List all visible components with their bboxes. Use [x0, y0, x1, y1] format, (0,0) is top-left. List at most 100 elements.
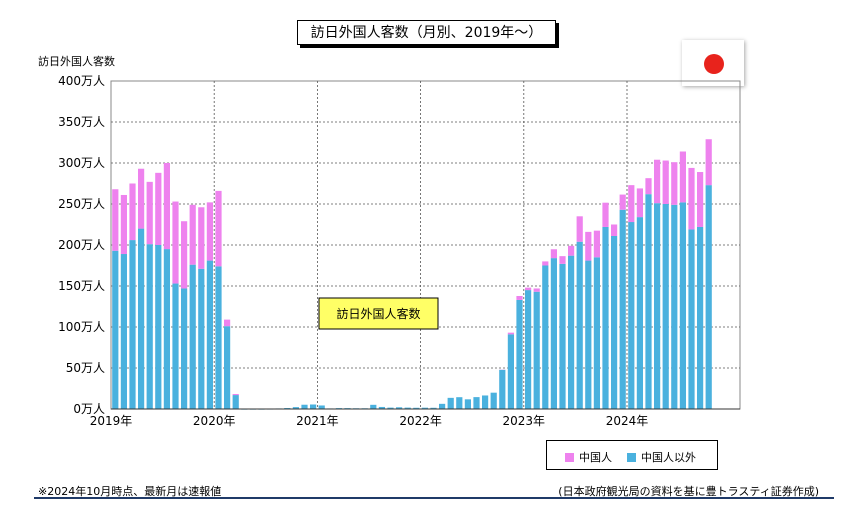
bar-china	[585, 231, 592, 261]
bar-china	[593, 230, 600, 258]
bar-other	[404, 407, 411, 409]
bar-other	[181, 288, 188, 409]
bar-china	[542, 261, 549, 266]
bar-other	[688, 229, 695, 409]
bar-other	[370, 404, 377, 409]
bar-other	[413, 407, 420, 409]
bar-other	[611, 235, 618, 409]
bar-china	[602, 202, 609, 227]
bar-china	[568, 245, 575, 256]
x-tick-label: 2021年	[296, 414, 339, 428]
bar-china	[129, 183, 136, 241]
bar-china	[172, 201, 179, 284]
bar-other	[155, 245, 162, 409]
bar-other	[232, 395, 239, 409]
bar-china	[688, 167, 695, 230]
bar-other	[464, 399, 471, 409]
bar-other	[163, 249, 170, 409]
legend-item-china: 中国人	[565, 449, 612, 465]
bar-other	[439, 403, 446, 409]
bar-other	[129, 240, 136, 409]
source-note: (日本政府観光局の資料を基に豊トラスティ証券作成)	[558, 485, 819, 498]
bar-china	[576, 216, 583, 242]
bar-other	[112, 250, 119, 409]
bar-china	[163, 163, 170, 250]
bar-other	[430, 407, 437, 409]
bar-china	[181, 221, 188, 289]
bar-other	[636, 217, 643, 409]
bar-other	[533, 291, 540, 409]
bar-other	[172, 283, 179, 409]
bar-other	[189, 264, 196, 409]
bar-other	[310, 404, 317, 409]
bar-china	[146, 181, 153, 245]
bar-other	[482, 395, 489, 409]
bar-other	[198, 268, 205, 409]
y-tick-label: 0万人	[73, 402, 105, 416]
bar-other	[146, 244, 153, 409]
bar-other	[292, 407, 299, 409]
y-tick-label: 350万人	[58, 115, 105, 129]
bar-china	[138, 168, 145, 229]
bar-other	[654, 203, 661, 409]
y-tick-label: 150万人	[58, 279, 105, 293]
bar-other	[705, 185, 712, 409]
bar-china	[232, 393, 239, 396]
legend-label-china: 中国人	[579, 451, 612, 464]
bar-china	[697, 172, 704, 227]
bar-other	[525, 290, 532, 409]
bar-china	[155, 172, 162, 245]
bar-other	[120, 254, 127, 409]
bar-china	[705, 139, 712, 186]
flag-disc	[704, 54, 724, 74]
legend-item-other: 中国人以外	[627, 449, 696, 465]
bar-china	[662, 160, 669, 204]
bar-other	[138, 228, 145, 409]
bar-other	[585, 260, 592, 409]
chart-title: 訪日外国人客数（月別、2019年～）	[297, 20, 556, 45]
bar-other	[593, 257, 600, 409]
bar-other	[576, 241, 583, 409]
bar-other	[602, 226, 609, 409]
y-tick-label: 100万人	[58, 320, 105, 334]
bar-other	[447, 397, 454, 409]
bar-china	[224, 319, 231, 327]
legend: 中国人 中国人以外	[546, 440, 718, 470]
bar-other	[490, 392, 497, 409]
bar-other	[619, 209, 626, 409]
bar-other	[206, 260, 213, 409]
bar-china	[120, 194, 127, 255]
bar-other	[697, 226, 704, 409]
bar-china	[550, 249, 557, 259]
bar-other	[507, 334, 514, 409]
bottom-divider	[34, 497, 834, 499]
bar-china	[679, 151, 686, 203]
annotation-box	[318, 297, 439, 330]
bar-other	[662, 204, 669, 409]
bar-other	[516, 299, 523, 409]
bar-china	[198, 207, 205, 269]
bar-other	[387, 407, 394, 409]
bar-other	[396, 407, 403, 409]
bar-china	[507, 332, 514, 335]
bar-china	[215, 190, 222, 267]
y-axis-label: 訪日外国人客数	[38, 55, 115, 68]
bar-china	[671, 162, 678, 205]
bar-china	[628, 185, 635, 223]
bar-china	[619, 194, 626, 210]
bar-other	[499, 369, 506, 409]
bar-other	[671, 204, 678, 409]
bar-china	[654, 159, 661, 204]
bar-other	[318, 405, 325, 409]
y-tick-label: 400万人	[58, 74, 105, 88]
bar-other	[645, 194, 652, 409]
x-tick-label: 2022年	[399, 414, 442, 428]
bar-other	[421, 407, 428, 409]
bar-china	[533, 288, 540, 292]
bar-other	[568, 255, 575, 409]
bar-china	[189, 204, 196, 265]
y-tick-label: 250万人	[58, 197, 105, 211]
bar-china	[559, 256, 566, 264]
legend-label-other: 中国人以外	[641, 451, 696, 464]
